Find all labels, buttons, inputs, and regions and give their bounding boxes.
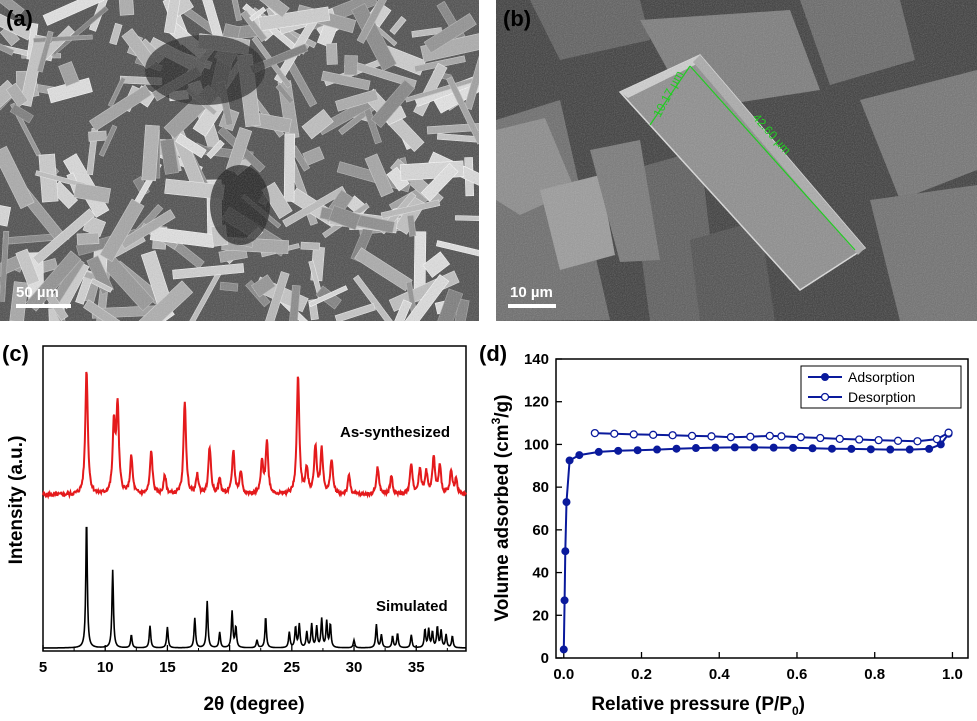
desorption-point — [649, 430, 658, 439]
series-line-adsorption — [562, 433, 950, 650]
series-markers — [559, 428, 953, 654]
adsorption-point — [936, 440, 945, 449]
adsorption-point — [559, 645, 568, 654]
adsorption-point — [653, 445, 662, 454]
measure-line-width — [649, 65, 691, 126]
adsorption-point — [827, 444, 836, 453]
y-tick-label-d: 40 — [532, 565, 549, 582]
x-tick-label-c: 10 — [97, 659, 114, 676]
scalebar-b — [508, 304, 556, 308]
adsorption-point — [672, 444, 681, 453]
desorption-point — [707, 432, 716, 441]
series-label-simulated: Simulated — [376, 598, 448, 615]
desorption-point — [874, 436, 883, 445]
legend-marker-adsorption — [821, 373, 829, 381]
panel-label-d: (d) — [479, 341, 507, 366]
adsorption-point — [808, 444, 817, 453]
panel-label-b: (b) — [503, 6, 531, 31]
x-tick-label-d: 0.0 — [553, 666, 574, 683]
desorption-point — [944, 428, 953, 437]
adsorption-point — [730, 443, 739, 452]
x-tick-label-c: 5 — [39, 659, 47, 676]
legend-label-adsorption: Adsorption — [848, 369, 915, 385]
desorption-point — [746, 432, 755, 441]
desorption-point — [932, 434, 942, 444]
x-tick-label-c: 30 — [346, 659, 363, 676]
x-tick-label-d: 0.8 — [864, 666, 885, 683]
x-axis-c: 5 10 15 20 25 30 35 — [39, 645, 448, 676]
adsorption-point — [633, 446, 642, 455]
x-tick-label-d: 0.6 — [787, 666, 808, 683]
adsorption-point — [575, 451, 584, 460]
axes-d: 0.0 0.2 0.4 0.6 0.8 1.0 0 20 40 60 80 100 120 140 — [524, 351, 963, 683]
adsorption-point — [614, 446, 623, 455]
scalebar-a — [16, 304, 71, 308]
legend-marker-desorption — [820, 392, 830, 402]
y-tick-label-d: 60 — [532, 522, 549, 539]
adsorption-point — [565, 456, 574, 465]
x-tick-label-c: 15 — [159, 659, 176, 676]
adsorption-point — [789, 443, 798, 452]
adsorption-point — [847, 444, 856, 453]
desorption-point — [835, 434, 844, 444]
series-label-as-synthesized: As-synthesized — [340, 424, 450, 441]
legend: Adsorption Desorption — [800, 365, 962, 409]
measure-line-length — [689, 65, 856, 251]
desorption-point — [629, 430, 638, 439]
scalebar-label-b: 10 µm — [510, 284, 553, 301]
adsorption-point — [691, 444, 700, 453]
adsorption-point — [750, 443, 759, 452]
desorption-point — [816, 433, 825, 443]
adsorption-point — [866, 445, 875, 454]
desorption-point — [765, 431, 774, 441]
adsorption-point — [594, 447, 603, 456]
adsorption-point — [925, 444, 934, 453]
desorption-point — [668, 431, 677, 440]
legend-label-desorption: Desorption — [848, 389, 916, 405]
desorption-point — [687, 431, 697, 441]
desorption-point — [590, 428, 600, 438]
scalebar-label-a: 50 µm — [16, 284, 59, 301]
y-tick-label-d: 100 — [524, 436, 549, 453]
plot-frame-d — [555, 358, 969, 659]
x-tick-label-c: 20 — [221, 659, 238, 676]
desorption-point — [777, 432, 786, 441]
y-axis-label-d: Volume adsorbed (cm3/g) — [489, 395, 513, 622]
series-line-simulated — [43, 526, 466, 649]
adsorption-point — [886, 445, 895, 454]
sem-image-a — [0, 0, 479, 321]
adsorption-point — [561, 547, 570, 556]
desorption-point — [855, 435, 864, 444]
y-tick-label-d: 20 — [532, 607, 549, 624]
adsorption-point — [711, 443, 720, 452]
x-axis-label-d: Relative pressure (P/P0) — [591, 694, 805, 718]
desorption-point — [610, 429, 619, 438]
x-tick-label-d: 1.0 — [942, 666, 963, 683]
adsorption-point — [560, 596, 569, 605]
x-axis-label-c: 2θ (degree) — [203, 694, 304, 715]
adsorption-point — [769, 443, 778, 452]
adsorption-point — [905, 445, 914, 454]
y-tick-label-d: 0 — [541, 650, 549, 667]
desorption-point — [796, 433, 806, 442]
y-axis-label-c: Intensity (a.u.) — [6, 436, 27, 565]
panel-label-c: (c) — [2, 341, 29, 366]
adsorption-point — [562, 498, 571, 507]
x-tick-label-d: 0.4 — [709, 666, 731, 683]
x-tick-label-d: 0.2 — [631, 666, 652, 683]
x-tick-label-c: 25 — [283, 659, 300, 676]
y-tick-label-d: 80 — [532, 479, 549, 496]
desorption-point — [893, 436, 903, 445]
plot-frame-c — [42, 345, 467, 652]
y-tick-label-d: 140 — [524, 351, 549, 368]
series-line-as-synthesized — [42, 371, 467, 500]
panel-label-a: (a) — [6, 6, 33, 31]
desorption-point — [913, 437, 922, 446]
sem-image-b — [496, 0, 977, 321]
x-tick-label-c: 35 — [408, 659, 425, 676]
desorption-point — [726, 433, 736, 442]
y-tick-label-d: 120 — [524, 394, 549, 411]
